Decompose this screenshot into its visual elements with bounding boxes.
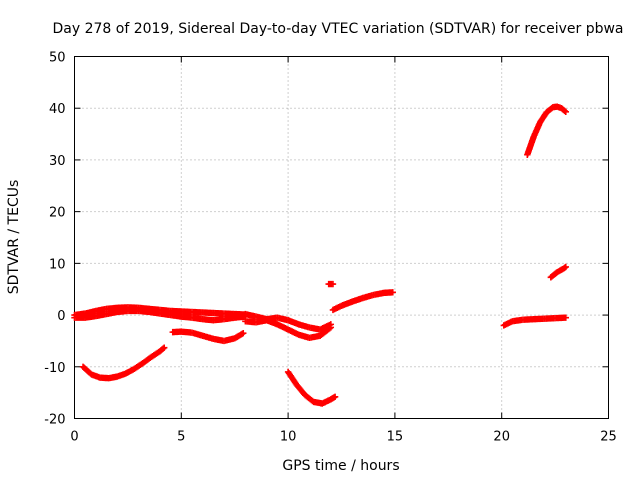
- chart-title: Day 278 of 2019, Sidereal Day-to-day VTE…: [52, 21, 623, 37]
- x-axis: 0 5 10 15 20 25: [70, 56, 617, 445]
- data-trail: [331, 289, 395, 313]
- data-trail: [548, 264, 568, 280]
- data-trail: [170, 328, 246, 344]
- y-tick-label: 30: [49, 154, 66, 169]
- series-arc-12: [547, 263, 569, 281]
- x-tick-label: 0: [70, 430, 78, 445]
- series-arc-07: [284, 368, 339, 407]
- series-arc-05: [242, 310, 335, 333]
- x-tick-label: 10: [280, 430, 297, 445]
- series-arc-11: [524, 103, 569, 158]
- data-trail: [524, 103, 568, 157]
- y-tick-label: 0: [57, 309, 65, 324]
- data-trail: [80, 345, 167, 382]
- x-axis-label: GPS time / hours: [282, 458, 399, 474]
- y-axis-label: SDTVAR / TECUs: [6, 180, 22, 295]
- x-tick-label: 5: [177, 430, 185, 445]
- series-arc-06: [242, 317, 335, 342]
- y-tick-label: 50: [49, 51, 66, 66]
- series-arc-10: [500, 314, 569, 329]
- y-tick-label: 20: [49, 206, 66, 221]
- grid: [74, 56, 609, 419]
- series-arc-03: [79, 344, 168, 382]
- y-axis: -20 -10 0 10 20 30 40 50: [44, 51, 609, 428]
- series-arc-02: [71, 307, 249, 324]
- x-tick-label: 20: [493, 430, 510, 445]
- x-tick-label: 15: [387, 430, 404, 445]
- series-arc-04: [169, 328, 247, 345]
- data-trail: [243, 317, 333, 341]
- plot-frame: [74, 56, 609, 419]
- x-tick-label: 25: [600, 430, 617, 445]
- data-trail: [72, 307, 248, 324]
- y-tick-label: 10: [49, 257, 66, 272]
- y-tick-label: -10: [44, 361, 65, 376]
- series-arc-09: [329, 289, 396, 314]
- y-tick-label: 40: [49, 102, 66, 117]
- data-trail: [326, 280, 335, 288]
- data-trail: [285, 370, 338, 407]
- y-tick-label: -20: [44, 413, 65, 428]
- series-arc-08: [325, 280, 337, 288]
- data-markers: [71, 103, 569, 407]
- data-trail: [502, 314, 568, 328]
